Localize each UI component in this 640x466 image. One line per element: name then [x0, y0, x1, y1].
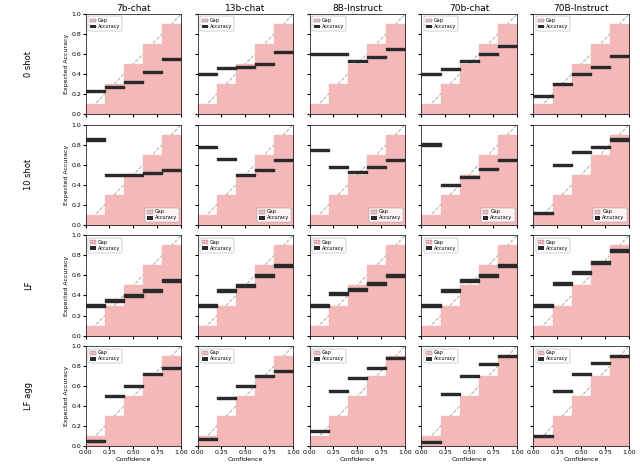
Y-axis label: Expected Accuracy: Expected Accuracy — [64, 34, 68, 94]
X-axis label: Confidence: Confidence — [452, 457, 487, 462]
Legend: Gap, Accuracy: Gap, Accuracy — [536, 349, 570, 363]
Title: 70B-Instruct: 70B-Instruct — [554, 4, 609, 13]
Legend: Gap, Accuracy: Gap, Accuracy — [200, 238, 234, 253]
Title: 70b-chat: 70b-chat — [449, 4, 490, 13]
Legend: Gap, Accuracy: Gap, Accuracy — [312, 238, 346, 253]
Legend: Gap, Accuracy: Gap, Accuracy — [88, 238, 122, 253]
Title: 7b-chat: 7b-chat — [116, 4, 150, 13]
Legend: Gap, Accuracy: Gap, Accuracy — [88, 349, 122, 363]
X-axis label: Confidence: Confidence — [116, 457, 151, 462]
Legend: Gap, Accuracy: Gap, Accuracy — [88, 16, 122, 31]
Legend: Gap, Accuracy: Gap, Accuracy — [312, 16, 346, 31]
Text: LF agg: LF agg — [24, 382, 33, 410]
Legend: Gap, Accuracy: Gap, Accuracy — [536, 238, 570, 253]
Text: LF: LF — [24, 281, 33, 290]
Legend: Gap, Accuracy: Gap, Accuracy — [369, 207, 403, 222]
Legend: Gap, Accuracy: Gap, Accuracy — [593, 207, 627, 222]
Title: 13b-chat: 13b-chat — [225, 4, 266, 13]
X-axis label: Confidence: Confidence — [340, 457, 375, 462]
Legend: Gap, Accuracy: Gap, Accuracy — [536, 16, 570, 31]
Y-axis label: Expected Accuracy: Expected Accuracy — [64, 255, 68, 315]
Legend: Gap, Accuracy: Gap, Accuracy — [200, 349, 234, 363]
Legend: Gap, Accuracy: Gap, Accuracy — [312, 349, 346, 363]
Y-axis label: Expected Accuracy: Expected Accuracy — [64, 144, 68, 205]
Text: 10 shot: 10 shot — [24, 159, 33, 191]
Legend: Gap, Accuracy: Gap, Accuracy — [145, 207, 179, 222]
Legend: Gap, Accuracy: Gap, Accuracy — [257, 207, 291, 222]
Title: 8B-Instruct: 8B-Instruct — [332, 4, 382, 13]
X-axis label: Confidence: Confidence — [564, 457, 599, 462]
Legend: Gap, Accuracy: Gap, Accuracy — [200, 16, 234, 31]
Text: 0 shot: 0 shot — [24, 51, 33, 77]
Legend: Gap, Accuracy: Gap, Accuracy — [481, 207, 515, 222]
Legend: Gap, Accuracy: Gap, Accuracy — [424, 16, 458, 31]
Y-axis label: Expected Accuracy: Expected Accuracy — [64, 366, 68, 426]
Legend: Gap, Accuracy: Gap, Accuracy — [424, 238, 458, 253]
Legend: Gap, Accuracy: Gap, Accuracy — [424, 349, 458, 363]
X-axis label: Confidence: Confidence — [228, 457, 263, 462]
